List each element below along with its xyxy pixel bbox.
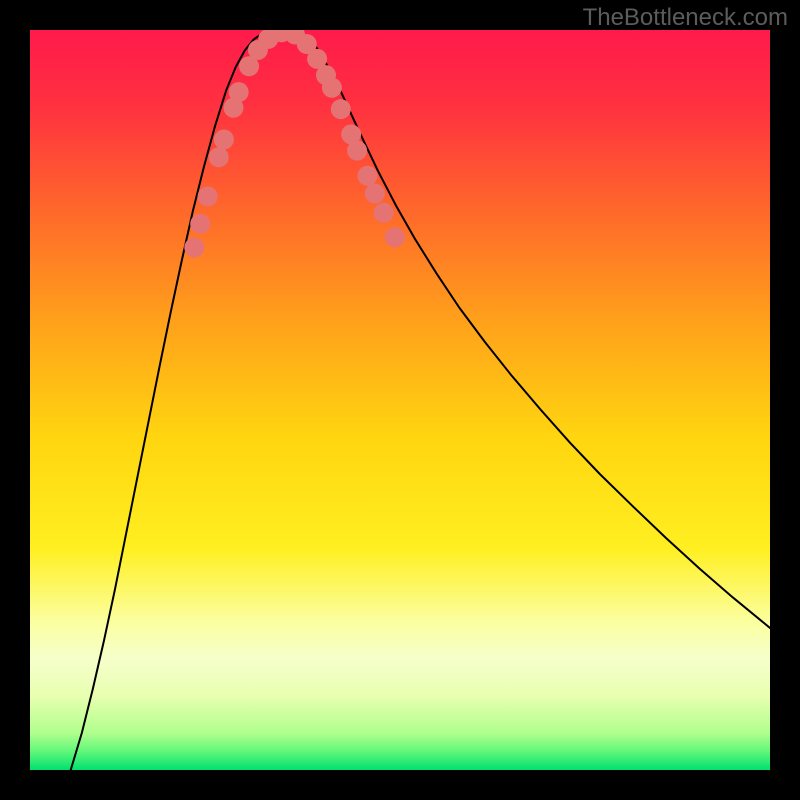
- highlight-dot: [347, 141, 367, 161]
- chart-frame: TheBottleneck.com: [0, 0, 800, 800]
- highlight-dot: [331, 99, 351, 119]
- watermark-text: TheBottleneck.com: [583, 4, 788, 32]
- highlight-dot: [209, 147, 229, 167]
- background-gradient: [30, 30, 770, 770]
- highlight-dot: [214, 130, 234, 150]
- highlight-dot: [374, 203, 394, 223]
- highlight-dot: [184, 238, 204, 258]
- highlight-dot: [385, 227, 405, 247]
- highlight-dot: [322, 78, 342, 98]
- plot-area: [30, 30, 770, 770]
- plot-svg: [30, 30, 770, 770]
- highlight-dot: [190, 214, 210, 234]
- highlight-dot: [365, 184, 385, 204]
- highlight-dot: [198, 187, 218, 207]
- highlight-dot: [229, 82, 249, 102]
- highlight-dot: [357, 166, 377, 186]
